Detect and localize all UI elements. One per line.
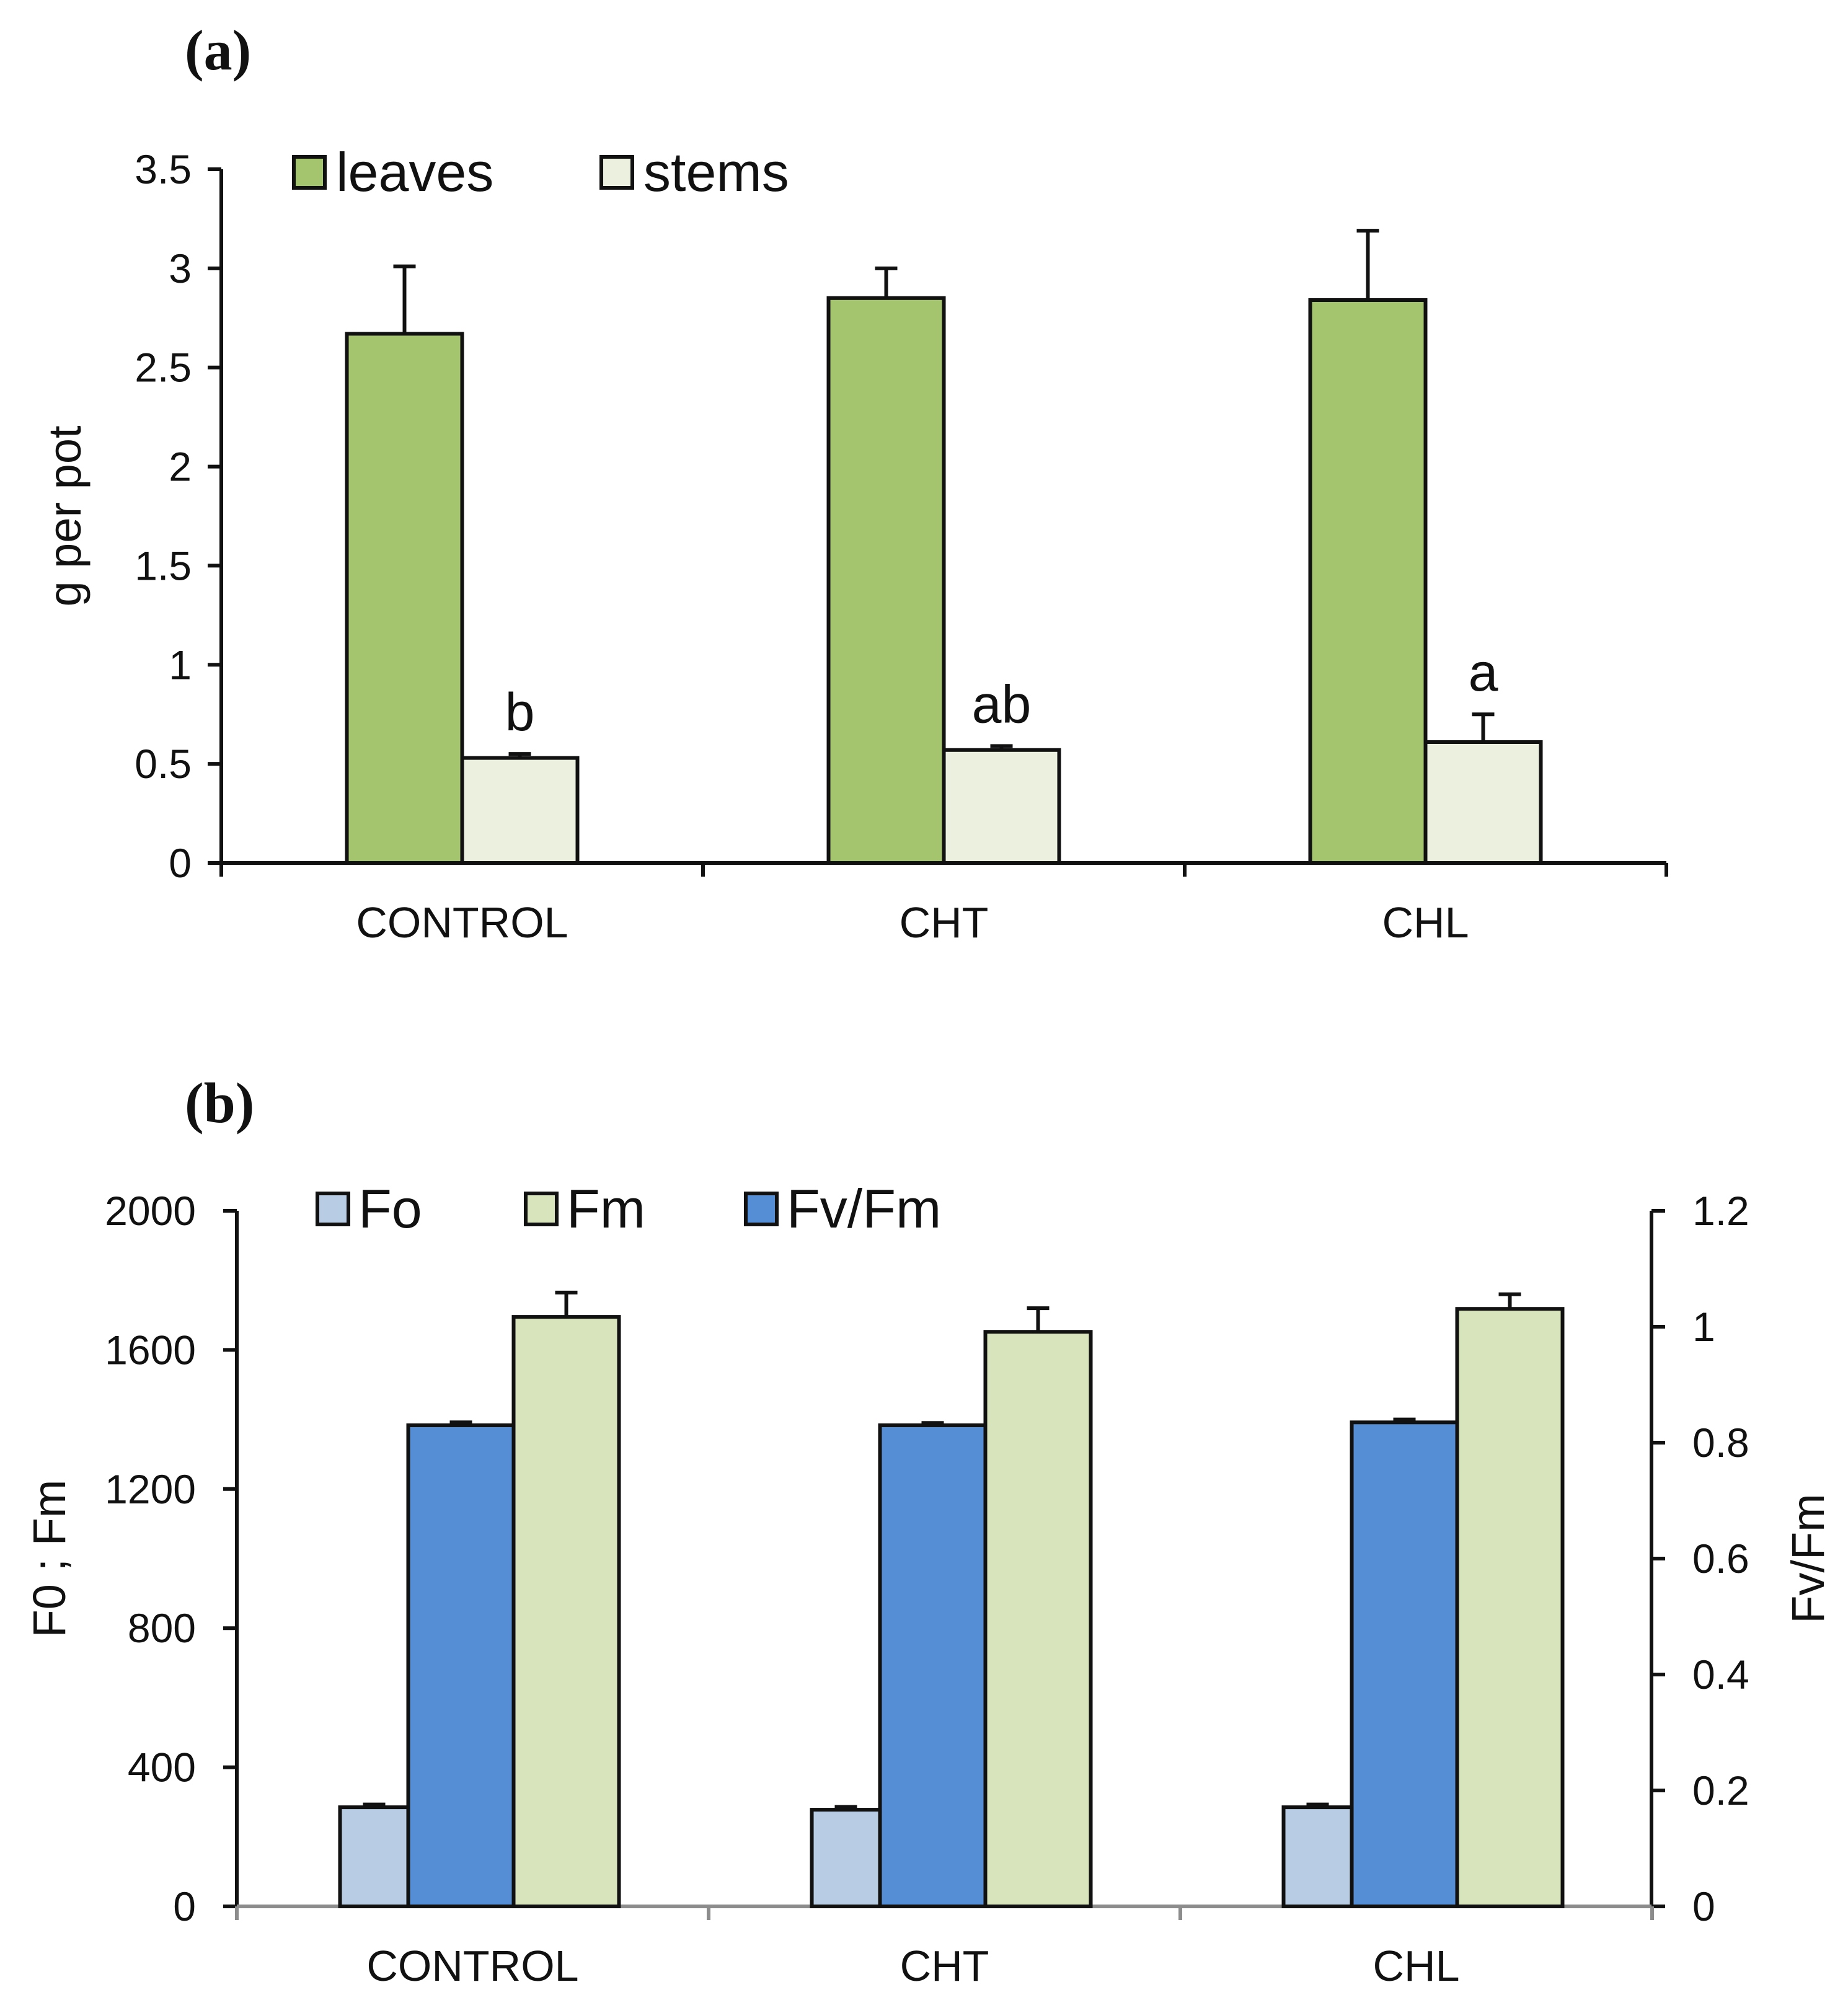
legend-swatch-fv-fm <box>744 1192 779 1226</box>
bar-fm-control <box>511 1315 621 1908</box>
bar-fv-fm-cht <box>878 1423 988 1908</box>
legend-swatch-fm <box>524 1192 559 1226</box>
significance-letter-chl: a <box>1469 643 1498 702</box>
legend-label-stems: stems <box>643 141 789 203</box>
panel-b-y-axis-title-left: F0 ; Fm <box>24 1480 75 1638</box>
panel-a-y-tick-label: 2.5 <box>135 345 192 391</box>
legend-label-leaves: leaves <box>336 141 493 203</box>
panel-a-y-tick-label: 2 <box>169 444 192 490</box>
panel-b-y-tick-label-left: 2000 <box>105 1188 196 1234</box>
panel-a-y-tick-label: 1.5 <box>135 542 192 588</box>
panel-b-y-tick-label-right: 0.8 <box>1692 1420 1749 1466</box>
panel-b-y-tick-label-left: 0 <box>173 1883 196 1929</box>
panel-b-y-tick-label-left: 1200 <box>105 1466 196 1512</box>
panel-b-y-axis-title-right: Fv/Fm <box>1782 1493 1834 1624</box>
panel-a-y-tick-label: 3 <box>169 246 192 291</box>
bar-fv-fm-chl <box>1350 1420 1459 1908</box>
panel-b-x-tick-label: CONTROL <box>366 1942 578 1990</box>
bar-fo-control <box>338 1805 410 1908</box>
panel-a-y-tick-label: 0.5 <box>135 741 192 787</box>
panel-b-y-tick-label-right: 0.6 <box>1692 1536 1749 1582</box>
significance-letter-control: b <box>505 683 535 742</box>
panel-b-y-tick-label-left: 1600 <box>105 1327 196 1373</box>
panel-b-y-tick-label-right: 0 <box>1692 1883 1715 1929</box>
bar-fm-chl <box>1455 1307 1565 1908</box>
bar-fm-cht <box>983 1330 1093 1908</box>
panel-a-x-tick-label: CHL <box>1382 898 1469 947</box>
panel-b-y-tick-label-right: 0.2 <box>1692 1768 1749 1813</box>
panel-a-x-tick-label: CONTROL <box>356 898 568 947</box>
bar-fo-chl <box>1281 1805 1354 1908</box>
panel-b-x-tick-label: CHL <box>1373 1942 1459 1990</box>
panel-a-label: (a) <box>185 19 251 82</box>
panel-a-y-tick-label: 0 <box>169 840 192 886</box>
legend-swatch-leaves <box>292 155 327 190</box>
panel-a-y-tick-label: 3.5 <box>135 146 192 192</box>
legend-label-fv-fm: Fv/Fm <box>787 1178 941 1239</box>
panel-a-y-tick-label: 1 <box>169 642 192 688</box>
panel-b-y-tick-label-right: 0.4 <box>1692 1652 1749 1697</box>
legend-swatch-fo <box>316 1192 350 1226</box>
bar-leaves-chl <box>1308 298 1428 865</box>
bar-stems-chl <box>1423 740 1543 865</box>
panel-b-y-tick-label-left: 400 <box>128 1745 196 1790</box>
legend-label-fo: Fo <box>358 1178 422 1239</box>
legend-swatch-stems <box>599 155 634 190</box>
legend-label-fm: Fm <box>567 1178 645 1239</box>
bar-stems-cht <box>942 748 1061 865</box>
panel-a-y-axis-title: g per pot <box>39 425 91 607</box>
bar-fo-cht <box>810 1808 882 1908</box>
panel-a-x-tick-label: CHT <box>900 898 989 947</box>
bar-stems-control <box>460 756 580 865</box>
panel-b-y-tick-label-right: 1 <box>1692 1304 1715 1350</box>
bar-leaves-cht <box>826 296 946 865</box>
bar-leaves-control <box>345 332 464 865</box>
panel-a: (a) 0 0.5 1 1.5 2 2.5 3 3.5 g per pot CONTROL CHT CH… <box>39 19 1668 947</box>
panel-b-label: (b) <box>185 1071 254 1135</box>
panel-b-y-tick-label-left: 800 <box>128 1605 196 1651</box>
panel-b-x-tick-label: CHT <box>900 1942 989 1990</box>
panel-b: (b) 0 400 800 1200 1600 2000 0 0.2 0.4 0.6 0.8 1 1.2 F… <box>24 1071 1834 1990</box>
bar-fv-fm-control <box>406 1423 516 1908</box>
significance-letter-cht: ab <box>972 675 1032 734</box>
panel-b-y-tick-label-right: 1.2 <box>1692 1188 1749 1234</box>
